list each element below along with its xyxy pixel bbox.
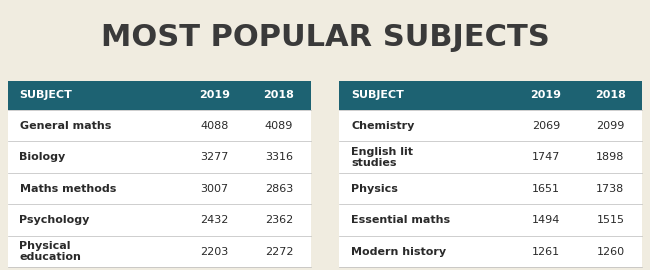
Text: MOST POPULAR SUBJECTS: MOST POPULAR SUBJECTS: [101, 23, 549, 52]
Text: Physics: Physics: [351, 184, 398, 194]
Text: 2432: 2432: [200, 215, 229, 225]
Text: 1260: 1260: [596, 247, 625, 256]
Text: SUBJECT: SUBJECT: [20, 90, 72, 100]
Bar: [339, 81, 642, 110]
Bar: [339, 204, 642, 236]
Text: English lit
studies: English lit studies: [351, 147, 413, 168]
Bar: [339, 173, 642, 204]
Text: 2272: 2272: [265, 247, 293, 256]
Bar: [8, 173, 311, 204]
Bar: [8, 141, 311, 173]
Text: 1738: 1738: [596, 184, 625, 194]
Text: Maths methods: Maths methods: [20, 184, 116, 194]
Text: Essential maths: Essential maths: [351, 215, 450, 225]
Text: 2018: 2018: [263, 90, 294, 100]
Text: SUBJECT: SUBJECT: [351, 90, 404, 100]
Bar: [339, 110, 642, 141]
Text: Physical
education: Physical education: [20, 241, 81, 262]
Text: 2099: 2099: [596, 121, 625, 131]
Text: Psychology: Psychology: [20, 215, 90, 225]
Text: 2019: 2019: [530, 90, 562, 100]
Text: 1651: 1651: [532, 184, 560, 194]
Bar: [8, 110, 311, 141]
Text: 1898: 1898: [596, 152, 625, 162]
Text: Biology: Biology: [20, 152, 66, 162]
Bar: [8, 204, 311, 236]
Text: Modern history: Modern history: [351, 247, 446, 256]
Text: 2019: 2019: [199, 90, 230, 100]
Text: 1515: 1515: [597, 215, 625, 225]
Bar: [8, 81, 311, 110]
Text: 2863: 2863: [265, 184, 293, 194]
Text: 1747: 1747: [532, 152, 560, 162]
Text: 3277: 3277: [200, 152, 229, 162]
Text: 3007: 3007: [200, 184, 229, 194]
Text: 2069: 2069: [532, 121, 560, 131]
Text: General maths: General maths: [20, 121, 111, 131]
Text: 2203: 2203: [200, 247, 229, 256]
Text: 1261: 1261: [532, 247, 560, 256]
Text: Chemistry: Chemistry: [351, 121, 415, 131]
Text: 3316: 3316: [265, 152, 293, 162]
Text: 2362: 2362: [265, 215, 293, 225]
Bar: [339, 236, 642, 267]
Text: 1494: 1494: [532, 215, 560, 225]
Text: 4088: 4088: [200, 121, 229, 131]
Bar: [8, 236, 311, 267]
Text: 2018: 2018: [595, 90, 626, 100]
Bar: [339, 141, 642, 173]
Text: 4089: 4089: [265, 121, 293, 131]
